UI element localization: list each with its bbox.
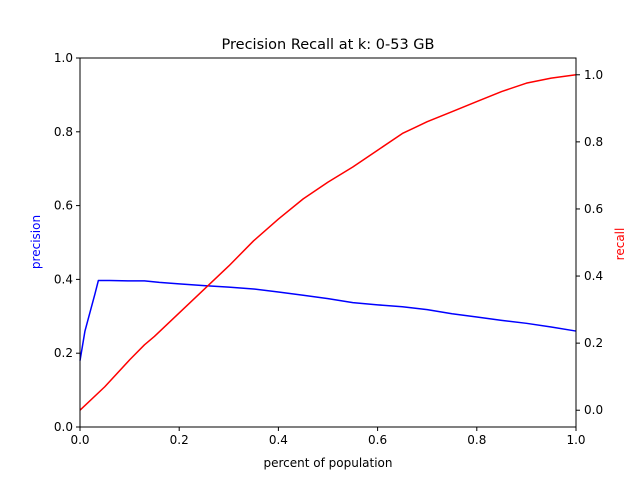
left-y-axis-ticks: 0.0 0.2 0.4 0.6 0.8 1.0 xyxy=(54,51,80,434)
right-y-axis-ticks: 0.0 0.2 0.4 0.6 0.8 1.0 xyxy=(576,68,603,417)
left-y-tick-label: 0.0 xyxy=(54,420,73,434)
x-tick-label: 0.2 xyxy=(170,433,189,447)
left-y-axis-label: precision xyxy=(29,215,43,269)
left-y-tick-label: 0.6 xyxy=(54,199,73,213)
left-y-tick-label: 0.2 xyxy=(54,346,73,360)
left-y-tick-label: 1.0 xyxy=(54,51,73,65)
right-y-tick-label: 1.0 xyxy=(584,68,603,82)
right-y-tick-label: 0.2 xyxy=(584,336,603,350)
series-line-precision xyxy=(79,279,577,361)
x-tick-label: 0.4 xyxy=(269,433,288,447)
series-line-recall xyxy=(79,74,577,411)
right-y-tick-label: 0.0 xyxy=(584,403,603,417)
x-tick-label: 0.0 xyxy=(70,433,89,447)
left-y-tick-label: 0.8 xyxy=(54,125,73,139)
left-y-tick-label: 0.4 xyxy=(54,272,73,286)
x-axis-ticks: 0.0 0.2 0.4 0.6 0.8 1.0 xyxy=(70,427,586,447)
right-y-tick-label: 0.6 xyxy=(584,202,603,216)
x-tick-label: 0.8 xyxy=(467,433,486,447)
x-axis-label: percent of population xyxy=(263,456,392,470)
x-tick-label: 0.6 xyxy=(368,433,387,447)
x-tick-label: 1.0 xyxy=(566,433,585,447)
plot-frame xyxy=(79,57,577,428)
chart-title: Precision Recall at k: 0-53 GB xyxy=(222,37,435,53)
right-y-tick-label: 0.8 xyxy=(584,135,603,149)
right-y-tick-label: 0.4 xyxy=(584,269,603,283)
right-y-axis-label: recall xyxy=(613,228,627,261)
series-layer xyxy=(79,74,577,411)
